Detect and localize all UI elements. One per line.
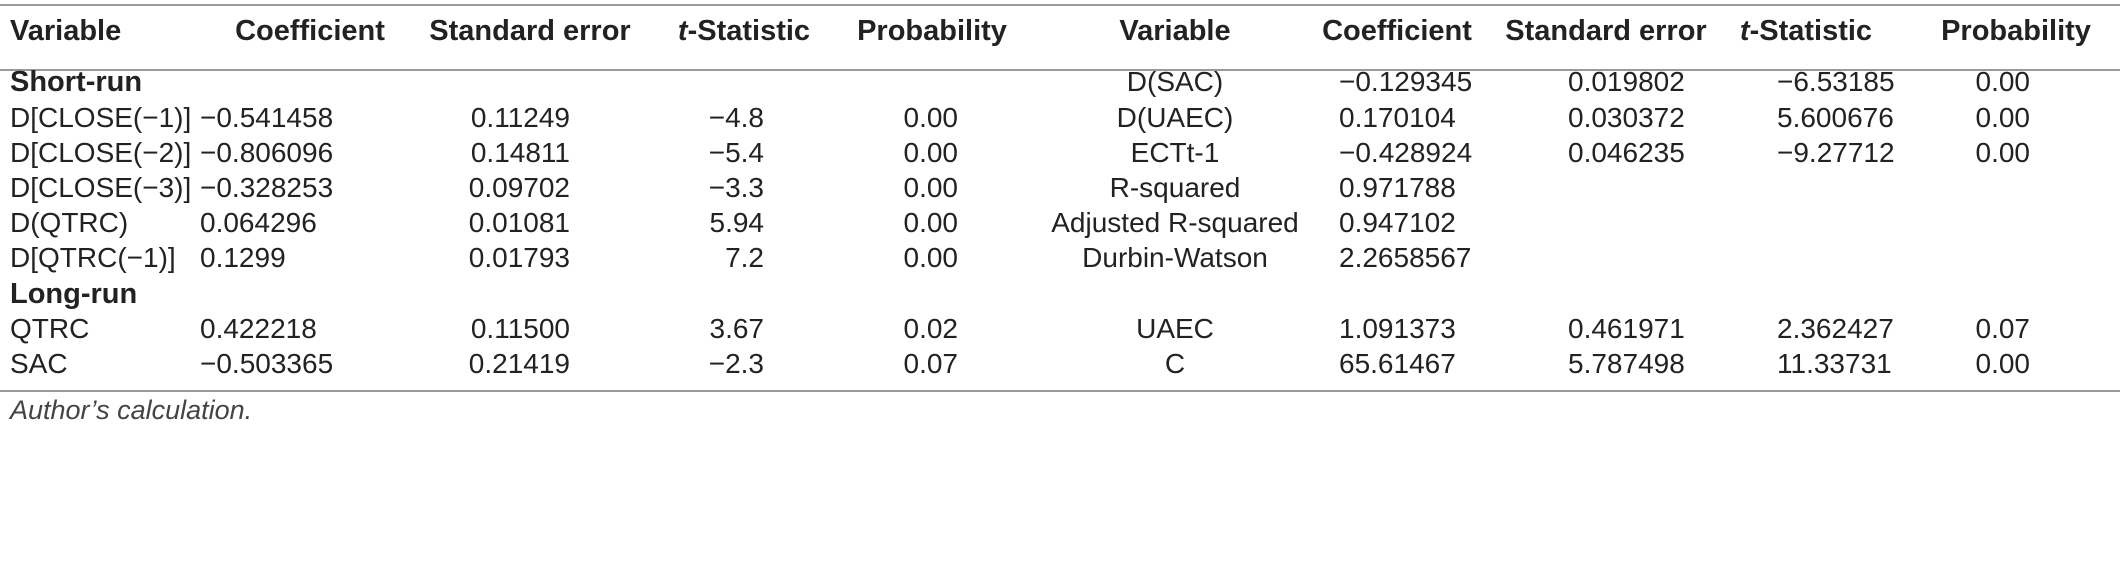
table-cell: 0.01081 [468, 207, 570, 238]
table-cell: 0.422218 [200, 313, 317, 344]
variable-name: C [1164, 348, 1186, 379]
column-header: Standard error [1505, 15, 1707, 47]
table-cell: −5.4 [708, 137, 764, 168]
table-cell: 5.94 [709, 207, 765, 238]
variable-name: ECTt-1 [1130, 137, 1220, 168]
column-header: Variable [1119, 15, 1231, 47]
variable-name: D(SAC) [1126, 66, 1224, 97]
table-cell: 0.09702 [468, 172, 570, 203]
table-cell: −9.27712 [1777, 137, 1895, 168]
section-label-long-run: Long-run [10, 278, 138, 310]
column-header: Coefficient [235, 15, 385, 47]
table-cell: −0.503365 [200, 348, 334, 379]
table-cell: 0.02 [903, 313, 959, 344]
table-cell: −0.129345 [1339, 66, 1473, 97]
table-cell: 0.00 [1975, 348, 2031, 379]
table-cell: 0.07 [1975, 313, 2031, 344]
table-cell: 7.2 [725, 242, 764, 273]
table-cell: 0.971788 [1339, 172, 1456, 203]
table-cell: 0.00 [1975, 102, 2031, 133]
table-cell: 5.787498 [1568, 348, 1685, 379]
variable-name: SAC [10, 348, 68, 379]
table-cell: 0.064296 [200, 207, 317, 238]
variable-name: D[QTRC(−1)] [10, 242, 176, 273]
table-cell: 11.33731 [1777, 348, 1892, 379]
column-header: Variable [10, 15, 122, 47]
table-cell: −2.3 [708, 348, 764, 379]
column-header: Probability [857, 15, 1007, 47]
table-cell: −0.806096 [200, 137, 334, 168]
table-cell: 0.170104 [1339, 102, 1456, 133]
table-cell: 0.14811 [470, 137, 570, 168]
variable-name: D[CLOSE(−2)] [10, 137, 192, 168]
table-bottom-rule [0, 390, 2120, 392]
table-cell: 0.00 [903, 137, 959, 168]
variable-name: QTRC [10, 313, 90, 344]
table-cell: 2.362427 [1777, 313, 1894, 344]
table-cell: 0.461971 [1568, 313, 1685, 344]
variable-name: R-squared [1109, 172, 1241, 203]
table-cell: 0.019802 [1568, 66, 1685, 97]
variable-name: D[CLOSE(−3)] [10, 172, 192, 203]
table-cell: 0.947102 [1339, 207, 1456, 238]
table-cell: −0.428924 [1339, 137, 1473, 168]
table-cell: 0.11249 [470, 102, 570, 133]
table-cell: 0.00 [903, 172, 959, 203]
table-cell: 0.046235 [1568, 137, 1685, 168]
table-cell: 0.21419 [468, 348, 570, 379]
table-cell: 0.11500 [470, 313, 570, 344]
column-header: Standard error [429, 15, 631, 47]
variable-name: UAEC [1136, 313, 1214, 344]
column-header: t-Statistic [1739, 15, 1873, 47]
table-cell: 0.00 [903, 207, 959, 238]
table-cell: 0.030372 [1568, 102, 1685, 133]
variable-name: D[CLOSE(−1)] [10, 102, 192, 133]
table-cell: −6.53185 [1777, 66, 1895, 97]
column-header: Probability [1941, 15, 2091, 47]
table-cell: 0.00 [903, 242, 959, 273]
table-cell: 2.2658567 [1339, 242, 1472, 273]
table-cell: −0.328253 [200, 172, 334, 203]
section-label-short-run: Short-run [10, 66, 143, 98]
table-cell: 5.600676 [1777, 102, 1894, 133]
table-cell: 65.61467 [1339, 348, 1456, 379]
table-cell: 3.67 [709, 313, 765, 344]
column-header: Coefficient [1322, 15, 1472, 47]
variable-name: D(QTRC) [10, 207, 129, 238]
variable-name: Durbin-Watson [1082, 242, 1268, 273]
table-cell: −0.541458 [200, 102, 334, 133]
header-rule [0, 69, 2120, 71]
table-cell: 0.01793 [468, 242, 570, 273]
variable-name: Adjusted R-squared [1051, 207, 1299, 238]
table-top-rule [0, 4, 2120, 6]
table-cell: −4.8 [708, 102, 764, 133]
table-cell: 0.00 [1975, 137, 2031, 168]
table-cell: 0.00 [1975, 66, 2031, 97]
table-cell: −3.3 [708, 172, 764, 203]
table-cell: 0.07 [903, 348, 959, 379]
table-footnote: Author’s calculation. [10, 395, 253, 425]
variable-name: D(UAEC) [1116, 102, 1234, 133]
table-cell: 0.00 [903, 102, 959, 133]
table-cell: 1.091373 [1339, 313, 1456, 344]
column-header: t-Statistic [677, 15, 811, 47]
table-cell: 0.1299 [200, 242, 286, 273]
